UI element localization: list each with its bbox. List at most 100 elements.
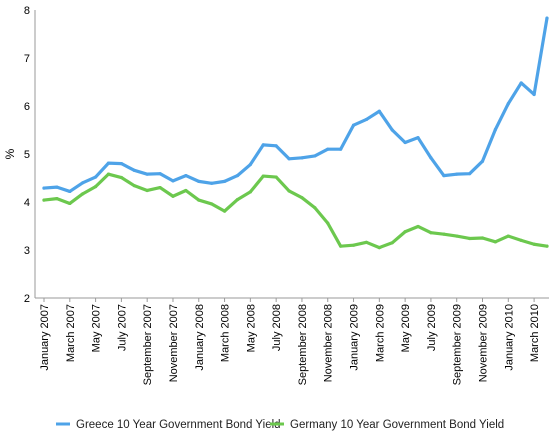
x-tick-label: January 2009 <box>349 304 361 371</box>
data-point <box>235 198 240 202</box>
data-point <box>210 181 214 185</box>
data-point <box>468 236 472 241</box>
data-point <box>377 109 381 113</box>
x-tick-label: November 2009 <box>478 304 490 382</box>
data-point <box>132 168 136 172</box>
data-point <box>519 238 523 242</box>
data-point <box>81 192 85 196</box>
data-point <box>248 190 252 194</box>
data-point <box>261 143 265 147</box>
data-point <box>158 186 162 190</box>
x-tick-label: July 2009 <box>426 304 438 351</box>
y-tick-label: 8 <box>24 5 30 17</box>
y-axis-label: % <box>3 148 17 159</box>
x-tick-label: January 2010 <box>503 304 515 371</box>
data-point <box>300 156 304 160</box>
legend-label-germany: Germany 10 Year Government Bond Yield <box>290 419 504 431</box>
y-tick-label: 5 <box>24 149 30 161</box>
y-tick-label: 7 <box>24 53 30 65</box>
data-point <box>171 194 175 198</box>
data-point <box>158 172 162 176</box>
data-point <box>197 198 201 202</box>
data-point <box>403 230 407 234</box>
y-tick-label: 4 <box>24 197 30 209</box>
data-point <box>81 181 85 185</box>
data-point <box>274 175 278 179</box>
x-tick-label: September 2007 <box>142 304 154 385</box>
data-point <box>287 189 291 193</box>
x-tick-label: November 2007 <box>168 304 180 382</box>
data-point <box>42 198 46 202</box>
data-point <box>339 147 343 151</box>
y-ticks: 2 3 4 5 6 7 8 <box>24 5 30 305</box>
data-point <box>106 161 111 165</box>
data-point <box>287 157 291 161</box>
data-point <box>235 174 240 178</box>
x-tick-label: January 2008 <box>194 304 206 371</box>
axes <box>34 10 549 299</box>
data-point <box>55 185 59 189</box>
data-point <box>506 102 510 106</box>
data-point <box>119 175 123 180</box>
data-point <box>390 241 394 245</box>
legend-label-greece: Greece 10 Year Government Bond Yield <box>76 419 281 431</box>
series-line-greece <box>42 16 549 194</box>
data-point <box>429 156 433 160</box>
data-point <box>416 224 420 229</box>
data-point <box>403 140 407 145</box>
x-tick-label: July 2008 <box>271 304 283 351</box>
data-point <box>55 197 59 201</box>
data-point <box>519 81 523 85</box>
data-point <box>468 172 472 176</box>
data-point <box>532 92 536 97</box>
data-point <box>184 174 188 178</box>
series-line-germany <box>42 172 549 250</box>
data-point <box>145 172 149 176</box>
data-point <box>222 209 227 213</box>
data-point <box>93 185 98 189</box>
legend: Greece 10 Year Government Bond Yield Ger… <box>56 419 504 431</box>
data-point <box>261 174 265 178</box>
data-point <box>442 232 446 236</box>
x-tick-label: March 2010 <box>529 304 541 362</box>
x-tick-label: March 2007 <box>65 304 77 362</box>
x-tick-label: January 2007 <box>39 304 51 371</box>
data-point <box>222 179 227 183</box>
data-point <box>442 174 446 178</box>
data-point <box>493 240 498 244</box>
data-point <box>364 117 369 122</box>
data-point <box>493 127 498 132</box>
x-tick-label: September 2009 <box>452 304 464 385</box>
data-point <box>119 162 123 166</box>
data-point <box>506 234 510 238</box>
series-lines <box>42 16 549 250</box>
x-tick-label: November 2008 <box>323 304 335 382</box>
x-tick-label: May 2007 <box>91 304 103 352</box>
data-point <box>145 188 149 193</box>
x-tick-label: September 2008 <box>297 304 309 385</box>
data-point <box>197 179 201 183</box>
data-point <box>184 188 188 193</box>
y-tick-label: 6 <box>24 101 30 113</box>
data-point <box>480 236 485 240</box>
data-point <box>171 179 175 183</box>
x-tick-label: May 2008 <box>245 304 257 352</box>
data-point <box>339 244 343 248</box>
x-tick-label: May 2009 <box>400 304 412 352</box>
data-point <box>210 202 214 206</box>
data-point <box>377 246 381 250</box>
data-point <box>545 244 549 248</box>
data-point <box>351 243 356 247</box>
data-point <box>455 234 459 238</box>
data-point <box>106 172 111 176</box>
data-point <box>313 206 317 210</box>
data-point <box>326 221 330 225</box>
data-point <box>532 242 536 246</box>
data-point <box>480 159 485 163</box>
data-point <box>429 231 433 235</box>
data-point <box>68 189 72 194</box>
data-point <box>274 144 278 148</box>
x-tick-label: March 2009 <box>374 304 386 362</box>
data-point <box>93 175 98 179</box>
